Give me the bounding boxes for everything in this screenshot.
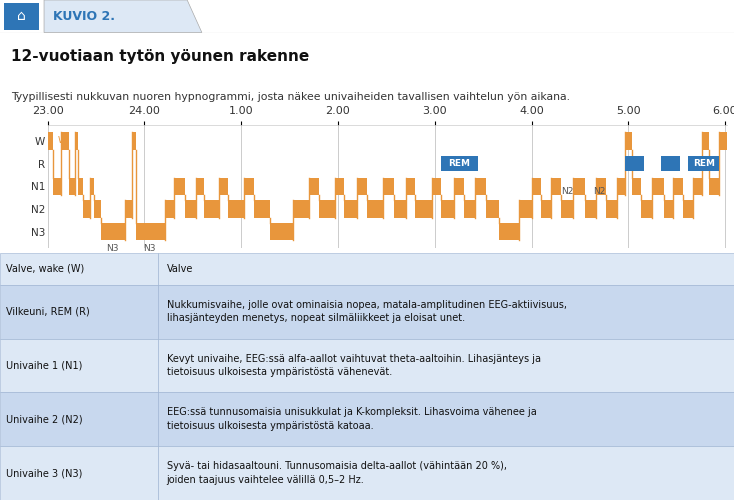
Bar <box>131 132 137 150</box>
Bar <box>293 200 309 218</box>
Bar <box>631 178 642 195</box>
Bar <box>173 178 185 195</box>
Bar <box>75 132 79 150</box>
Bar <box>531 178 541 195</box>
Bar <box>596 178 606 195</box>
Bar <box>642 200 653 218</box>
Bar <box>158 285 734 339</box>
Bar <box>464 200 475 218</box>
Bar <box>319 200 335 218</box>
Bar <box>0 392 158 446</box>
Bar <box>4 2 39 30</box>
Bar <box>519 200 531 218</box>
Bar <box>69 178 75 195</box>
Bar <box>625 132 631 150</box>
Bar <box>158 446 734 500</box>
Text: N2: N2 <box>593 188 606 196</box>
Text: KUVIO 2.: KUVIO 2. <box>53 10 115 22</box>
Bar <box>573 178 585 195</box>
Bar <box>551 178 561 195</box>
Text: N3: N3 <box>106 244 118 253</box>
Bar <box>79 178 83 195</box>
Text: Univaihe 1 (N1): Univaihe 1 (N1) <box>6 360 82 370</box>
Bar <box>367 200 383 218</box>
Text: Valve, wake (W): Valve, wake (W) <box>6 264 84 274</box>
Bar <box>219 178 228 195</box>
Bar <box>541 200 551 218</box>
Bar <box>137 223 165 240</box>
Bar <box>344 200 357 218</box>
Bar <box>719 132 727 150</box>
Bar <box>441 200 454 218</box>
Bar <box>48 132 53 150</box>
Text: Vilkeuni, REM (R): Vilkeuni, REM (R) <box>6 306 90 316</box>
Bar <box>165 200 173 218</box>
Bar <box>475 178 487 195</box>
Bar <box>432 178 441 195</box>
Bar <box>683 200 693 218</box>
Bar <box>196 178 204 195</box>
Bar <box>61 132 69 150</box>
Bar <box>185 200 196 218</box>
Bar <box>335 178 344 195</box>
Bar <box>270 223 293 240</box>
Bar <box>693 178 702 195</box>
Bar <box>83 200 90 218</box>
Bar <box>0 285 158 339</box>
Bar <box>204 200 219 218</box>
Bar <box>441 156 479 171</box>
Bar <box>709 178 719 195</box>
Polygon shape <box>44 0 202 32</box>
Text: Valve: Valve <box>167 264 193 274</box>
Bar <box>95 200 101 218</box>
Text: Tyypillisesti nukkuvan nuoren hypnogrammi, josta näkee univaiheiden tavallisen v: Tyypillisesti nukkuvan nuoren hypnogramm… <box>11 92 570 102</box>
Bar <box>158 392 734 446</box>
Bar <box>673 178 683 195</box>
Bar <box>125 200 131 218</box>
Text: EEG:ssä tunnusomaisia unisukkulat ja K-kompleksit. Lihasvoima vähenee ja
tietois: EEG:ssä tunnusomaisia unisukkulat ja K-k… <box>167 408 537 431</box>
Bar <box>617 178 625 195</box>
Bar <box>561 200 573 218</box>
Text: N2: N2 <box>561 188 573 196</box>
Bar <box>499 223 519 240</box>
Text: Nukkumisvaihe, jolle ovat ominaisia nopea, matala-amplitudinen EEG-aktiivisuus,
: Nukkumisvaihe, jolle ovat ominaisia nope… <box>167 300 567 324</box>
Bar <box>0 338 158 392</box>
Bar <box>309 178 319 195</box>
Bar <box>702 132 709 150</box>
Text: Kevyt univaihe, EEG:ssä alfa-aallot vaihtuvat theta-aaltoihin. Lihasjänteys ja
t: Kevyt univaihe, EEG:ssä alfa-aallot vaih… <box>167 354 541 378</box>
Bar <box>688 156 719 171</box>
Text: N3: N3 <box>143 244 156 253</box>
Bar <box>625 156 644 171</box>
Bar <box>0 446 158 500</box>
Bar <box>454 178 464 195</box>
Bar <box>53 178 61 195</box>
Text: ⌂: ⌂ <box>17 8 26 22</box>
Bar <box>487 200 499 218</box>
Bar <box>585 200 596 218</box>
Text: REM: REM <box>693 159 715 168</box>
Bar <box>415 200 432 218</box>
Bar <box>394 200 406 218</box>
Bar <box>406 178 415 195</box>
Bar <box>664 200 673 218</box>
Bar <box>101 223 125 240</box>
Text: Syvä- tai hidasaaltouni. Tunnusomaisia delta-aallot (vähintään 20 %),
joiden taa: Syvä- tai hidasaaltouni. Tunnusomaisia d… <box>167 462 506 485</box>
Bar <box>228 200 244 218</box>
Bar <box>357 178 367 195</box>
Text: 12-vuotiaan tytön yöunen rakenne: 12-vuotiaan tytön yöunen rakenne <box>11 49 309 64</box>
Bar <box>661 156 680 171</box>
Bar <box>90 178 95 195</box>
Text: Univaihe 3 (N3): Univaihe 3 (N3) <box>6 468 82 478</box>
Text: Univaihe 2 (N2): Univaihe 2 (N2) <box>6 414 82 424</box>
Text: REM: REM <box>448 159 470 168</box>
Bar <box>0 252 158 285</box>
Bar <box>254 200 270 218</box>
Bar <box>606 200 617 218</box>
Bar <box>653 178 664 195</box>
Bar <box>244 178 254 195</box>
Bar <box>158 338 734 392</box>
Text: W: W <box>58 136 67 145</box>
Bar <box>383 178 394 195</box>
Bar <box>158 252 734 285</box>
